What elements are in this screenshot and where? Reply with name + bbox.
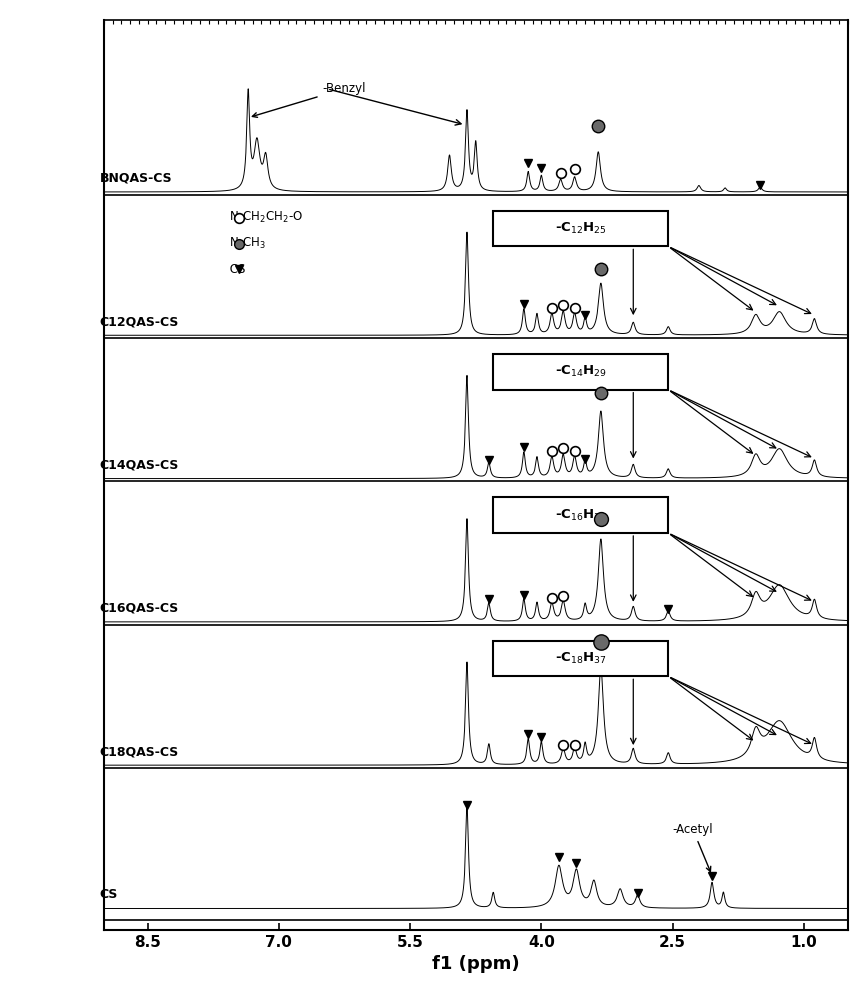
Text: N-CH$_2$CH$_2$-O: N-CH$_2$CH$_2$-O — [227, 210, 304, 225]
Text: C14QAS-CS: C14QAS-CS — [99, 458, 179, 471]
Bar — [493, 211, 669, 246]
Text: BNQAS-CS: BNQAS-CS — [99, 172, 172, 185]
X-axis label: f1 (ppm): f1 (ppm) — [432, 955, 520, 973]
Bar — [493, 641, 669, 676]
Text: CS: CS — [99, 888, 118, 901]
Text: C16QAS-CS: C16QAS-CS — [99, 602, 179, 615]
Bar — [493, 354, 669, 390]
Text: C18QAS-CS: C18QAS-CS — [99, 745, 179, 758]
Text: C12QAS-CS: C12QAS-CS — [99, 315, 179, 328]
Text: N-CH$_3$: N-CH$_3$ — [227, 236, 266, 251]
Text: -Acetyl: -Acetyl — [673, 823, 714, 872]
Text: -C$_{12}$H$_{25}$: -C$_{12}$H$_{25}$ — [555, 221, 606, 236]
Text: -C$_{16}$H$_{33}$: -C$_{16}$H$_{33}$ — [555, 508, 606, 523]
Text: -Benzyl: -Benzyl — [253, 82, 366, 117]
Text: CS: CS — [227, 263, 246, 276]
Text: -C$_{14}$H$_{29}$: -C$_{14}$H$_{29}$ — [555, 364, 606, 379]
Text: -C$_{18}$H$_{37}$: -C$_{18}$H$_{37}$ — [555, 651, 606, 666]
Bar — [493, 497, 669, 533]
